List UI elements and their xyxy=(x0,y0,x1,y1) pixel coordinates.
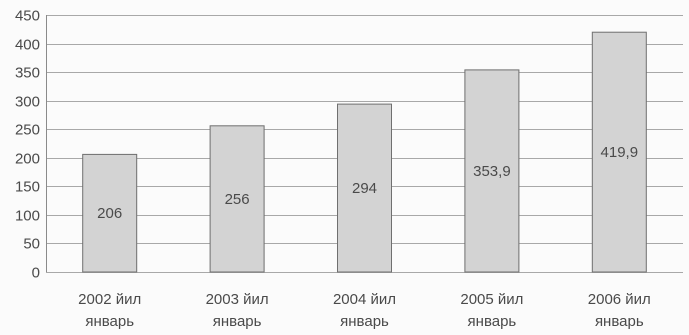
y-tick-label: 400 xyxy=(15,37,40,54)
bar-5 xyxy=(591,31,647,273)
x-tick-label-1-line-1: 2002 йил xyxy=(78,291,141,308)
x-tick-label-4-line-2: январь xyxy=(468,313,517,330)
x-tick-label-2-line-2: январь xyxy=(213,313,262,330)
x-tick-label-5-line-1: 2006 йил xyxy=(588,291,651,308)
data-label-4: 353,9 xyxy=(473,163,511,180)
data-label-3: 294 xyxy=(352,180,377,197)
x-tick-label-3-line-2: январь xyxy=(340,313,389,330)
x-tick-label-3-line-1: 2004 йил xyxy=(333,291,396,308)
y-tick-label: 0 xyxy=(32,265,40,282)
y-tick-label: 150 xyxy=(15,179,40,196)
bar-1 xyxy=(82,153,138,273)
data-label-1: 206 xyxy=(97,205,122,222)
data-labels: 206 256 294 353,9 419,9 xyxy=(97,144,638,222)
x-tick-label-5-line-2: январь xyxy=(595,313,644,330)
x-tick-label-2-line-1: 2003 йил xyxy=(206,291,269,308)
x-tick-label-4-line-1: 2005 йил xyxy=(460,291,523,308)
y-tick-label: 250 xyxy=(15,122,40,139)
x-axis: 2002 йил январь 2003 йил январь 2004 йил янва… xyxy=(78,291,651,330)
bars xyxy=(82,31,647,273)
bar-4 xyxy=(464,69,520,273)
data-label-5: 419,9 xyxy=(601,144,639,161)
y-tick-label: 350 xyxy=(15,65,40,82)
y-axis: 0 50 100 150 200 250 300 350 400 450 xyxy=(15,8,47,282)
y-tick-label: 200 xyxy=(15,151,40,168)
bar-2 xyxy=(209,125,265,273)
y-tick-label: 300 xyxy=(15,94,40,111)
bar-3 xyxy=(337,103,392,273)
y-tick-label: 50 xyxy=(23,236,40,253)
data-label-2: 256 xyxy=(225,191,250,208)
y-tick-label: 100 xyxy=(15,208,40,225)
y-tick-label: 450 xyxy=(15,8,40,25)
x-tick-label-1-line-2: январь xyxy=(85,313,134,330)
